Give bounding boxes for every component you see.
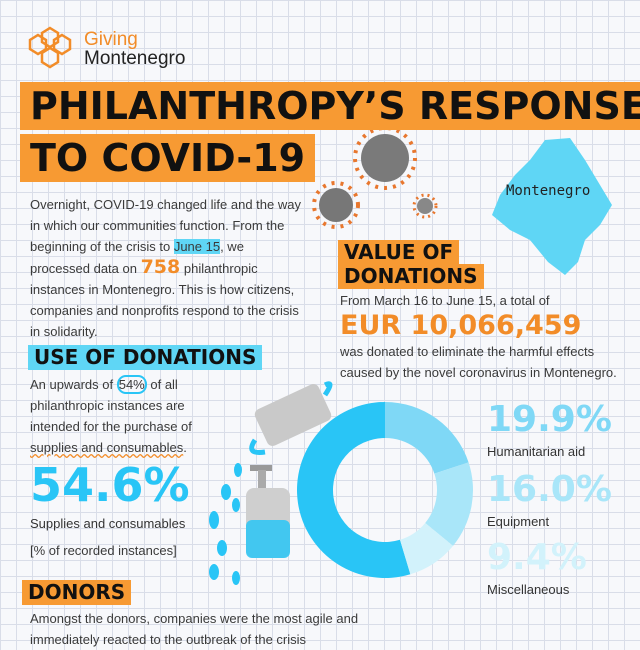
percent-label: 54.6%	[30, 458, 190, 512]
use-text: An upwards of 54% of all philanthropic i…	[30, 374, 215, 458]
percent-label: 9.4%	[487, 537, 587, 578]
title: TO COVID-19	[20, 134, 316, 182]
highlight-number: 758	[140, 256, 181, 278]
intro: Overnight, COVID-19 changed life and the…	[30, 194, 305, 342]
sanitizer-icon	[246, 465, 290, 558]
heading: DONORS	[22, 580, 132, 605]
drops	[209, 463, 242, 585]
donut-segment	[297, 402, 411, 578]
text: philanthropic instances in Montenegro. T…	[30, 261, 299, 339]
text: From March 16 to June 15, a total of	[340, 293, 550, 308]
donut-segment	[385, 402, 469, 474]
donut-segment	[399, 522, 454, 575]
category-label: Equipment	[487, 514, 550, 529]
virus-icons	[312, 126, 438, 229]
text: An upwards of	[30, 377, 117, 392]
category-label: Supplies and consumables	[30, 516, 186, 531]
value-text: From March 16 to June 15, a total of EUR…	[340, 290, 630, 383]
text: of all philanthropic instances are inten…	[30, 377, 192, 434]
heading: DONATIONS	[338, 264, 484, 289]
donut-segment	[425, 462, 473, 546]
text: , we processed data on	[30, 239, 244, 276]
text: was donated to eliminate the harmful eff…	[340, 344, 617, 380]
map-label: Montenegro	[506, 183, 591, 199]
text: Overnight, COVID-19 changed life and the…	[30, 197, 301, 254]
map-shape	[492, 138, 612, 275]
logo-text: Montenegro	[84, 48, 186, 69]
annotation: [% of recorded instances]	[30, 543, 177, 558]
donut-chart	[297, 402, 473, 578]
category-label: Miscellaneous	[487, 582, 570, 597]
percent-label: 19.9%	[487, 399, 612, 440]
text: .	[183, 440, 187, 455]
category-label: Humanitarian aid	[487, 444, 586, 459]
highlight: June 15	[173, 239, 221, 254]
title: PHILANTHROPY’S RESPONSE	[20, 82, 640, 130]
heading: USE OF DONATIONS	[28, 345, 263, 370]
logo-icon	[28, 26, 72, 69]
logo-text: Giving	[84, 29, 138, 50]
mask-icon	[249, 381, 333, 455]
percent-label: 16.0%	[487, 469, 612, 510]
logo: Giving Montenegro	[84, 30, 185, 68]
amount: EUR 10,066,459	[340, 310, 582, 341]
donors-text: Amongst the donors, companies were the m…	[30, 611, 359, 647]
highlight: supplies and consumables	[30, 440, 184, 455]
highlight: 54%	[116, 375, 147, 394]
heading: VALUE OF	[338, 240, 460, 265]
